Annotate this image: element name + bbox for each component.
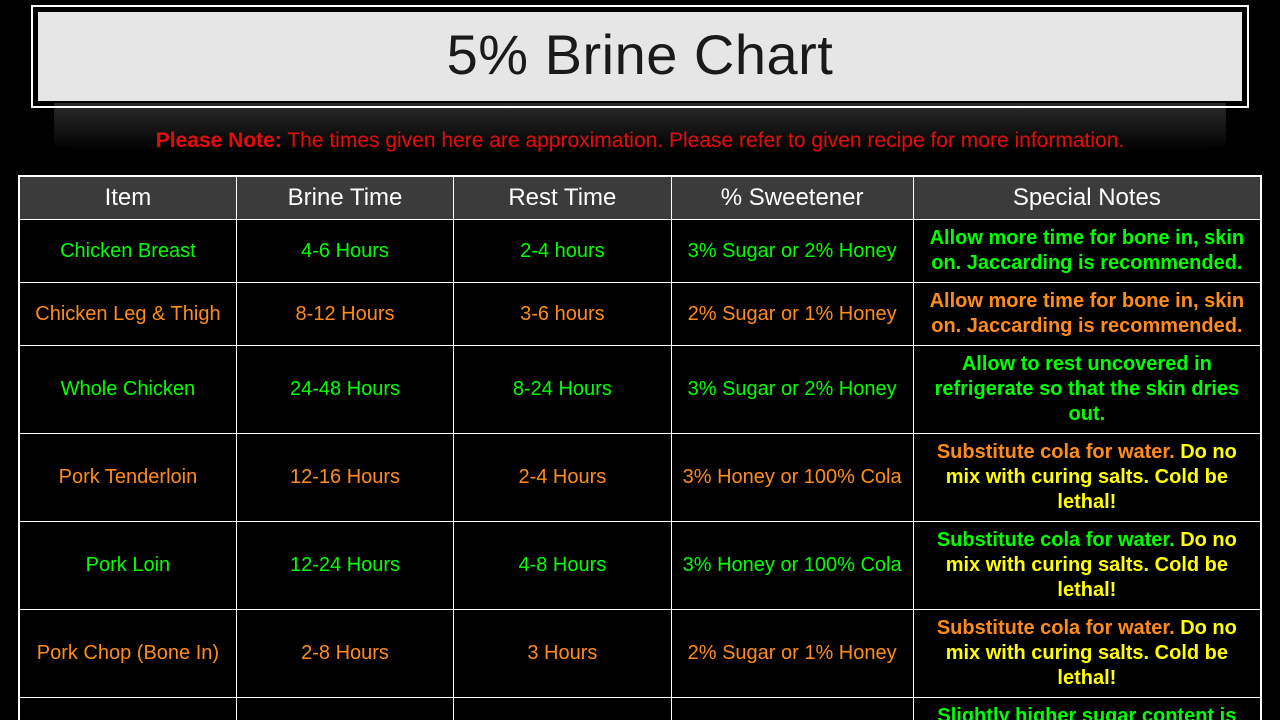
table-body: Chicken Breast4-6 Hours2-4 hours3% Sugar… — [19, 220, 1261, 720]
cell: Pork Loin — [19, 522, 236, 610]
cell: 12-24 Hours — [236, 522, 453, 610]
cell: 3 Hours — [454, 610, 671, 698]
cell: 3% Sugar or 2% Honey — [671, 346, 913, 434]
note-span: Allow more time for bone in, skin on. Ja… — [930, 290, 1244, 337]
cell: 8-12 Hours — [236, 283, 453, 346]
cell: 3.5% Sugar — [671, 698, 913, 720]
col-item: Item — [19, 176, 236, 220]
table-row: Chicken Leg & Thigh8-12 Hours3-6 hours2%… — [19, 283, 1261, 346]
note-span: Allow more time for bone in, skin on. Ja… — [930, 227, 1244, 274]
cell: Fish Fillet — [19, 698, 236, 720]
table-row: Whole Chicken24-48 Hours8-24 Hours3% Sug… — [19, 346, 1261, 434]
cell: 2 Hours — [454, 698, 671, 720]
cell: 2% Sugar or 1% Honey — [671, 283, 913, 346]
header-row: Item Brine Time Rest Time % Sweetener Sp… — [19, 176, 1261, 220]
cell: 12-16 Hours — [236, 434, 453, 522]
cell-notes: Substitute cola for water. Do no mix wit… — [913, 610, 1261, 698]
note-span: Substitute cola for water. — [937, 529, 1180, 551]
table-row: Fish Fillet20 min - 2 Hours2 Hours3.5% S… — [19, 698, 1261, 720]
cell: 24-48 Hours — [236, 346, 453, 434]
cell: 2-4 Hours — [454, 434, 671, 522]
cell: Whole Chicken — [19, 346, 236, 434]
note-span: Slightly higher sugar content is need to… — [928, 705, 1246, 720]
cell-notes: Allow to rest uncovered in refrigerate s… — [913, 346, 1261, 434]
table-row: Chicken Breast4-6 Hours2-4 hours3% Sugar… — [19, 220, 1261, 283]
cell: 3-6 hours — [454, 283, 671, 346]
note-span: Substitute cola for water. — [937, 617, 1180, 639]
note-span: Substitute cola for water. — [937, 441, 1180, 463]
note-span: Allow to rest uncovered in refrigerate s… — [935, 353, 1240, 425]
col-brine: Brine Time — [236, 176, 453, 220]
cell: 3% Honey or 100% Cola — [671, 522, 913, 610]
page-title: 5% Brine Chart — [58, 22, 1222, 87]
cell: 20 min - 2 Hours — [236, 698, 453, 720]
cell: 4-8 Hours — [454, 522, 671, 610]
cell: 2% Sugar or 1% Honey — [671, 610, 913, 698]
cell: Chicken Breast — [19, 220, 236, 283]
table-row: Pork Tenderloin12-16 Hours2-4 Hours3% Ho… — [19, 434, 1261, 522]
cell-notes: Allow more time for bone in, skin on. Ja… — [913, 283, 1261, 346]
cell-notes: Substitute cola for water. Do no mix wit… — [913, 522, 1261, 610]
cell: 3% Sugar or 2% Honey — [671, 220, 913, 283]
cell: Pork Chop (Bone In) — [19, 610, 236, 698]
title-box: 5% Brine Chart — [36, 10, 1244, 103]
cell-notes: Substitute cola for water. Do no mix wit… — [913, 434, 1261, 522]
col-sweetener: % Sweetener — [671, 176, 913, 220]
cell-notes: Slightly higher sugar content is need to… — [913, 698, 1261, 720]
cell: Pork Tenderloin — [19, 434, 236, 522]
table-head: Item Brine Time Rest Time % Sweetener Sp… — [19, 176, 1261, 220]
cell: 2-8 Hours — [236, 610, 453, 698]
table-row: Pork Chop (Bone In)2-8 Hours3 Hours2% Su… — [19, 610, 1261, 698]
cell-notes: Allow more time for bone in, skin on. Ja… — [913, 220, 1261, 283]
page: 5% Brine Chart Please Note: The times gi… — [0, 0, 1280, 720]
cell: 3% Honey or 100% Cola — [671, 434, 913, 522]
title-reflection — [54, 103, 1226, 163]
col-rest: Rest Time — [454, 176, 671, 220]
title-container: 5% Brine Chart — [36, 10, 1244, 103]
cell: 8-24 Hours — [454, 346, 671, 434]
cell: 2-4 hours — [454, 220, 671, 283]
table-row: Pork Loin12-24 Hours4-8 Hours3% Honey or… — [19, 522, 1261, 610]
brine-table: Item Brine Time Rest Time % Sweetener Sp… — [18, 175, 1262, 720]
cell: Chicken Leg & Thigh — [19, 283, 236, 346]
col-notes: Special Notes — [913, 176, 1261, 220]
cell: 4-6 Hours — [236, 220, 453, 283]
